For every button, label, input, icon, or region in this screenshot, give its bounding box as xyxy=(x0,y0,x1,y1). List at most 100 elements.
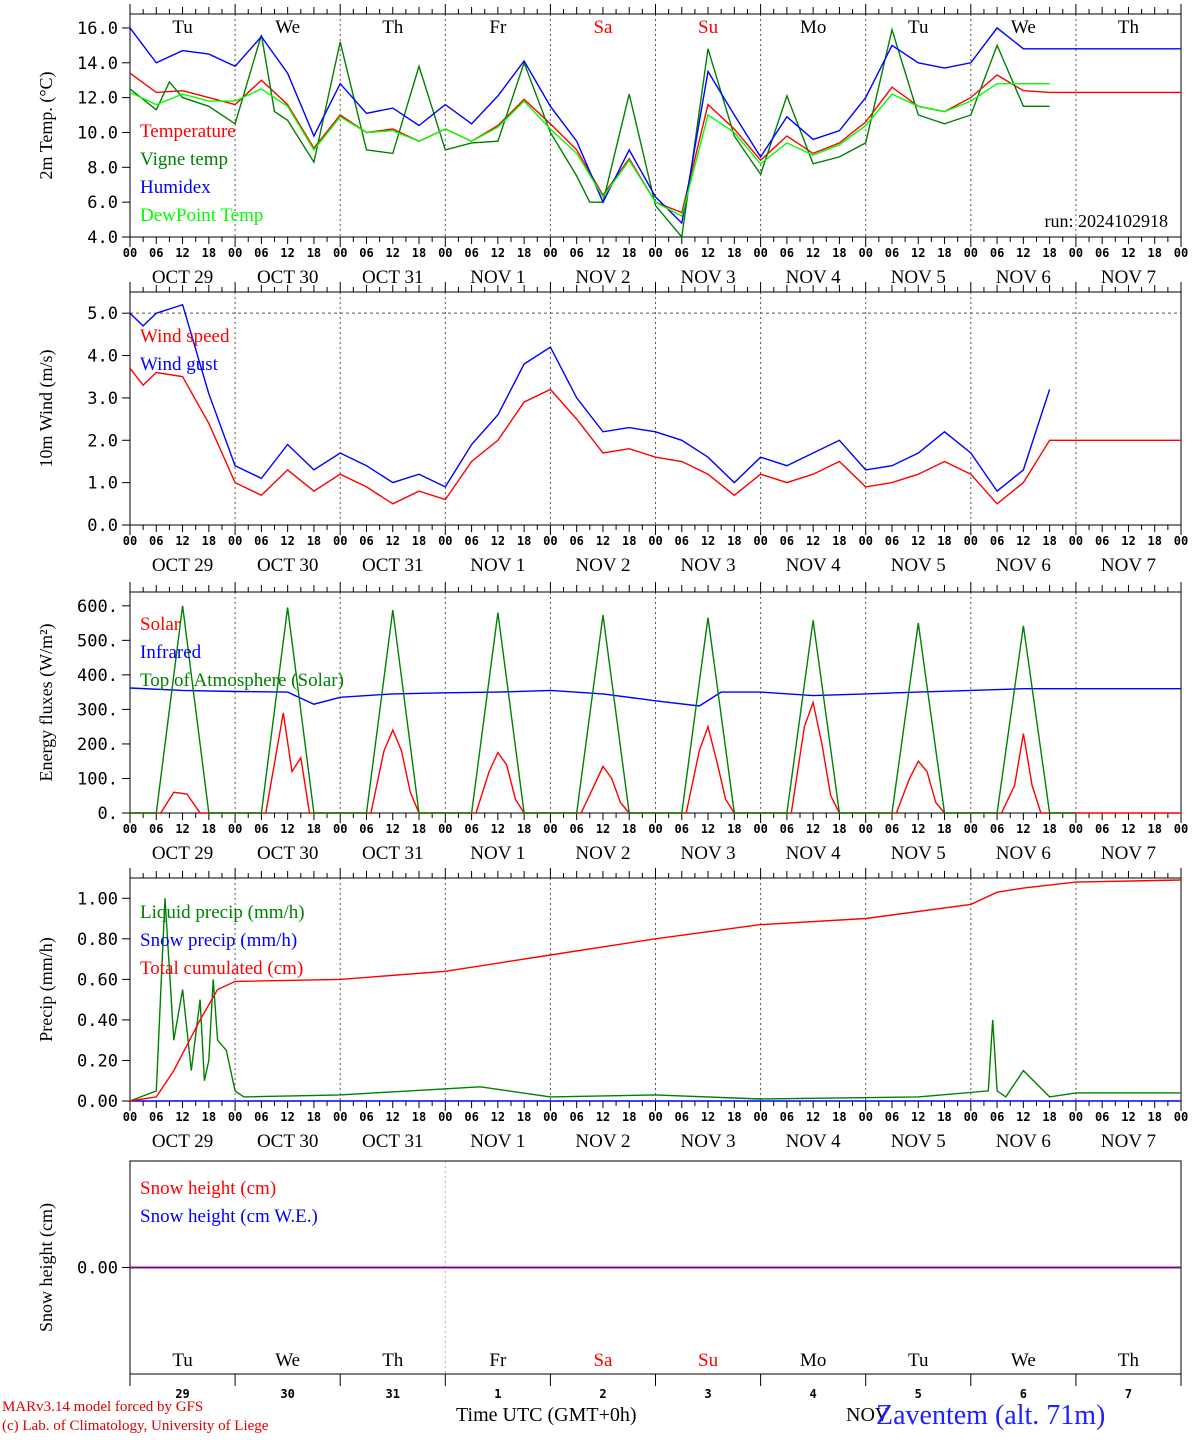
x-hour-label: 06 xyxy=(675,1110,689,1124)
x-hour-label: 00 xyxy=(858,534,872,548)
x-hour-label: 12 xyxy=(701,534,715,548)
x-date-label: NOV 6 xyxy=(996,843,1051,864)
y-axis-label: Snow height (cm) xyxy=(36,1203,57,1332)
x-hour-label: 00 xyxy=(858,1110,872,1124)
x-hour-label: 00 xyxy=(1174,246,1188,260)
x-hour-label: 06 xyxy=(359,1110,373,1124)
x-hour-label: 12 xyxy=(1121,534,1135,548)
x-hour-label: 06 xyxy=(780,246,794,260)
x-hour-label: 00 xyxy=(964,822,978,836)
x-hour-label: 06 xyxy=(990,246,1004,260)
x-hour-label: 00 xyxy=(753,822,767,836)
legend-entry: Wind speed xyxy=(140,326,230,347)
x-hour-label: 12 xyxy=(1016,246,1030,260)
legend-entry: Liquid precip (mm/h) xyxy=(140,902,305,923)
x-date-label: NOV 6 xyxy=(996,267,1051,288)
x-date-label: NOV 2 xyxy=(575,555,630,576)
x-hour-label: 18 xyxy=(307,534,321,548)
x-hour-label: 18 xyxy=(1042,246,1056,260)
x-hour-label: 12 xyxy=(280,246,294,260)
legend-entry: Snow height (cm) xyxy=(140,1178,276,1199)
y-tick-label: 8.0 xyxy=(87,158,118,178)
x-date-label: NOV 6 xyxy=(996,1131,1051,1152)
x-hour-label: 18 xyxy=(517,822,531,836)
legend-entry: Temperature xyxy=(140,121,236,142)
x-hour-label: 06 xyxy=(675,822,689,836)
station-name: Zaventem (alt. 71m) xyxy=(876,1400,1106,1431)
x-hour-label: 06 xyxy=(254,822,268,836)
x-hour-label: 18 xyxy=(412,1110,426,1124)
x-hour-label: 06 xyxy=(569,822,583,836)
x-date-label: NOV 1 xyxy=(470,1131,525,1152)
day-name-label: We xyxy=(1011,17,1036,38)
x-hour-label: 06 xyxy=(359,246,373,260)
x-hour-label: 06 xyxy=(990,822,1004,836)
x-hour-label: 18 xyxy=(937,534,951,548)
x-date-label: OCT 29 xyxy=(152,843,213,864)
y-tick-label: 0. xyxy=(98,804,118,824)
x-date-label: NOV 3 xyxy=(681,843,736,864)
x-hour-label: 18 xyxy=(202,534,216,548)
x-date-label: NOV 3 xyxy=(681,555,736,576)
x-hour-label: 06 xyxy=(1095,246,1109,260)
x-hour-label: 00 xyxy=(543,822,557,836)
x-hour-label: 06 xyxy=(254,246,268,260)
day-name-label: Fr xyxy=(489,1350,507,1371)
x-hour-label: 06 xyxy=(569,534,583,548)
x-hour-label: 06 xyxy=(780,822,794,836)
x-hour-label: 06 xyxy=(1095,1110,1109,1124)
x-hour-label: 12 xyxy=(1121,246,1135,260)
x-hour-label: 12 xyxy=(806,822,820,836)
y-axis-label: Precip (mm/h) xyxy=(36,937,57,1041)
x-hour-label: 18 xyxy=(832,246,846,260)
x-hour-label: 00 xyxy=(123,822,137,836)
x-date-label: NOV 7 xyxy=(1101,267,1156,288)
x-hour-label: 18 xyxy=(1147,822,1161,836)
run-label: run: 2024102918 xyxy=(1045,211,1169,231)
y-tick-label: 2.0 xyxy=(87,431,118,451)
x-hour-label: 18 xyxy=(937,1110,951,1124)
x-date-label: OCT 29 xyxy=(152,267,213,288)
day-name-label: Su xyxy=(698,17,719,38)
day-name-label: We xyxy=(1011,1350,1036,1371)
x-hour-label: 18 xyxy=(937,822,951,836)
x-hour-label: 06 xyxy=(885,822,899,836)
x-hour-label: 06 xyxy=(885,534,899,548)
x-hour-label: 00 xyxy=(648,534,662,548)
y-tick-label: 16.0 xyxy=(77,19,118,39)
x-hour-label: 18 xyxy=(622,246,636,260)
x-hour-label: 12 xyxy=(701,1110,715,1124)
x-hour-label: 06 xyxy=(464,246,478,260)
x-date-label: NOV 2 xyxy=(575,1131,630,1152)
y-tick-label: 4.0 xyxy=(87,228,118,248)
day-number-label: 7 xyxy=(1125,1387,1132,1401)
x-date-label: NOV 1 xyxy=(470,267,525,288)
x-date-label: NOV 1 xyxy=(470,843,525,864)
x-hour-label: 18 xyxy=(517,246,531,260)
day-number-label: 4 xyxy=(810,1387,817,1401)
x-hour-label: 18 xyxy=(727,246,741,260)
x-hour-label: 06 xyxy=(885,246,899,260)
x-hour-label: 06 xyxy=(359,822,373,836)
y-axis-label: 10m Wind (m/s) xyxy=(36,350,57,468)
x-hour-label: 06 xyxy=(1095,534,1109,548)
x-hour-label: 18 xyxy=(937,246,951,260)
x-date-label: OCT 30 xyxy=(257,843,318,864)
x-hour-label: 00 xyxy=(1069,822,1083,836)
x-hour-label: 00 xyxy=(333,246,347,260)
y-tick-label: 3.0 xyxy=(87,389,118,409)
x-date-label: NOV 7 xyxy=(1101,555,1156,576)
x-date-label: OCT 31 xyxy=(362,555,423,576)
legend-entry: Solar xyxy=(140,614,181,635)
day-name-label: Th xyxy=(382,1350,404,1371)
x-hour-label: 18 xyxy=(307,1110,321,1124)
x-hour-label: 18 xyxy=(622,534,636,548)
x-date-label: NOV 4 xyxy=(786,555,842,576)
x-hour-label: 12 xyxy=(175,534,189,548)
x-hour-label: 00 xyxy=(858,246,872,260)
x-hour-label: 18 xyxy=(727,822,741,836)
x-hour-label: 12 xyxy=(911,822,925,836)
x-hour-label: 12 xyxy=(491,534,505,548)
x-hour-label: 18 xyxy=(202,822,216,836)
x-hour-label: 12 xyxy=(701,246,715,260)
